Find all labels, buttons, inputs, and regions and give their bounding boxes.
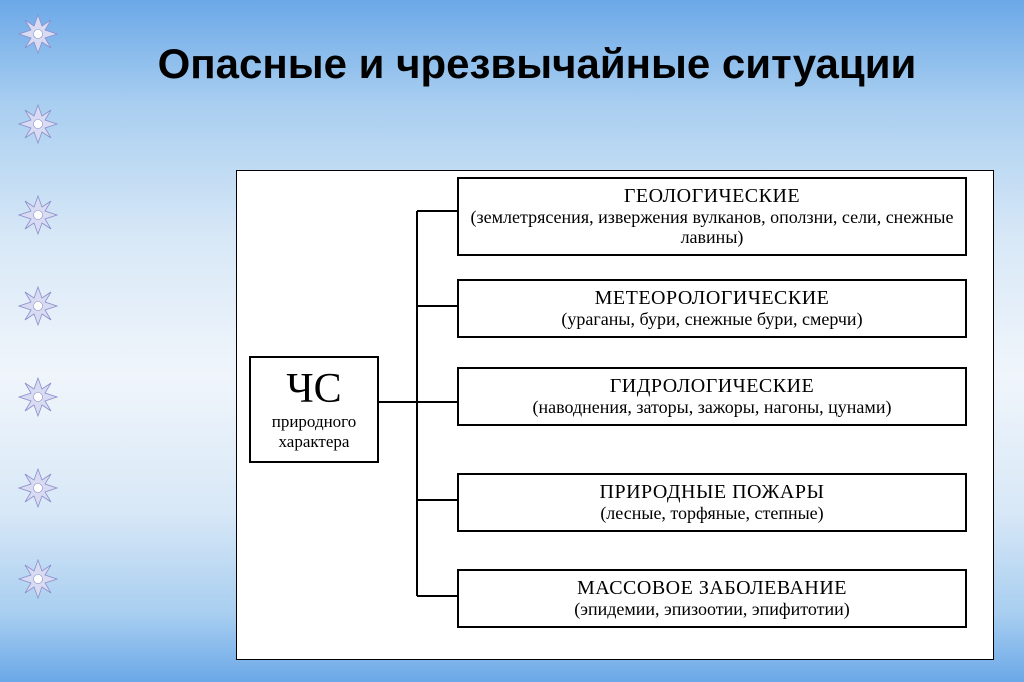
category-node: ГИДРОЛОГИЧЕСКИЕ(наводнения, заторы, зажо…	[457, 367, 967, 426]
category-node: МАССОВОЕ ЗАБОЛЕВАНИЕ(эпидемии, эпизоотии…	[457, 569, 967, 628]
category-desc: (наводнения, заторы, зажоры, нагоны, цун…	[469, 398, 955, 418]
bullet-star-icon	[18, 14, 58, 54]
bullet-star-icon	[18, 195, 58, 235]
root-main-label: ЧС	[255, 368, 373, 410]
category-desc: (эпидемии, эпизоотии, эпифитотии)	[469, 600, 955, 620]
bullet-star-icon	[18, 104, 58, 144]
root-node: ЧС природного характера	[249, 356, 379, 463]
diagram-container: ЧС природного характера ГЕОЛОГИЧЕСКИЕ(зе…	[236, 170, 994, 660]
category-node: ПРИРОДНЫЕ ПОЖАРЫ(лесные, торфяные, степн…	[457, 473, 967, 532]
page-title: Опасные и чрезвычайные ситуации	[90, 40, 984, 88]
category-node: ГЕОЛОГИЧЕСКИЕ(землетрясения, извержения …	[457, 177, 967, 256]
root-sub-label: природного характера	[255, 412, 373, 451]
category-desc: (лесные, торфяные, степные)	[469, 504, 955, 524]
category-desc: (ураганы, бури, снежные бури, смерчи)	[469, 310, 955, 330]
bullet-star-icon	[18, 468, 58, 508]
bullet-star-icon	[18, 286, 58, 326]
category-title: ГЕОЛОГИЧЕСКИЕ	[469, 185, 955, 208]
category-title: ГИДРОЛОГИЧЕСКИЕ	[469, 375, 955, 398]
category-title: ПРИРОДНЫЕ ПОЖАРЫ	[469, 481, 955, 504]
bullet-star-icon	[18, 377, 58, 417]
bullet-star-icon	[18, 559, 58, 599]
category-title: МАССОВОЕ ЗАБОЛЕВАНИЕ	[469, 577, 955, 600]
category-desc: (землетрясения, извержения вулканов, опо…	[469, 208, 955, 248]
category-node: МЕТЕОРОЛОГИЧЕСКИЕ(ураганы, бури, снежные…	[457, 279, 967, 338]
category-title: МЕТЕОРОЛОГИЧЕСКИЕ	[469, 287, 955, 310]
